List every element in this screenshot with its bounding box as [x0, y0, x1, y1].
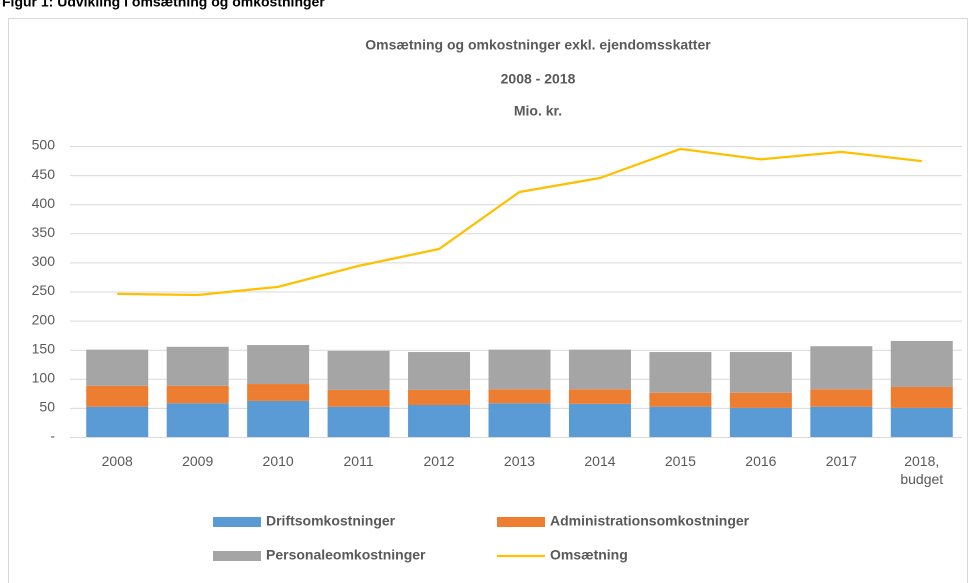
bar [649, 392, 712, 407]
legend-label: Omsætning [550, 547, 628, 563]
bar [890, 386, 953, 408]
legend-label: Driftsomkostninger [266, 513, 396, 529]
x-tick-label: 2014 [584, 453, 616, 469]
x-tick-label: 2013 [503, 453, 536, 469]
bar [86, 406, 149, 437]
bar [649, 352, 712, 393]
x-tick-label: 2018, budget [900, 453, 944, 487]
legend-label: Personaleomkostninger [266, 547, 426, 563]
bar [247, 345, 310, 385]
bar [568, 389, 631, 404]
x-tick-label: 2012 [423, 453, 455, 469]
x-tick-label: 2010 [262, 453, 294, 469]
y-tick-label: 300 [32, 253, 56, 269]
bar [408, 404, 471, 437]
bar [86, 385, 149, 407]
line-series [117, 147, 922, 297]
x-tick-label: 2016 [745, 453, 777, 469]
bar [408, 389, 471, 405]
bar [327, 406, 390, 437]
x-tick-label: 2015 [664, 453, 696, 469]
legend-label: Administrationsomkostninger [550, 513, 750, 529]
chart-subtitle: 2008 - 2018 [501, 71, 576, 87]
bar [729, 392, 792, 408]
bar [247, 400, 310, 437]
bar [166, 403, 229, 437]
legend-swatch [497, 517, 545, 527]
y-tick-label: 50 [39, 399, 55, 415]
unit-label: Mio. kr. [514, 103, 562, 119]
y-tick-label: 500 [32, 137, 56, 153]
y-tick-label: 450 [32, 166, 56, 182]
bar [729, 407, 792, 437]
x-tick-label: 2011 [343, 453, 374, 469]
bar [568, 403, 631, 437]
bar [327, 350, 390, 390]
bar [488, 349, 551, 390]
bar [247, 384, 310, 401]
y-tick-label: - [50, 428, 55, 444]
bar [488, 403, 551, 437]
heading: Figur 1: Udvikling i omsætning og omkost… [2, 0, 325, 10]
y-tick-label: 100 [32, 370, 56, 386]
bar [166, 346, 229, 386]
x-tick-label: 2008 [101, 453, 133, 469]
bar [568, 349, 631, 390]
bar [327, 389, 390, 407]
chart-title: Omsætning og omkostninger exkl. ejendoms… [365, 37, 711, 53]
bar [488, 389, 551, 404]
y-tick-label: 400 [32, 195, 56, 211]
y-tick-label: 200 [32, 311, 56, 327]
x-tick-label: 2017 [825, 453, 857, 469]
y-tick-label: 350 [32, 224, 56, 240]
bar [890, 340, 953, 387]
bar [729, 352, 792, 393]
legend-swatch [213, 551, 261, 561]
y-tick-label: 250 [32, 282, 56, 298]
bar [810, 406, 873, 437]
legend-swatch [213, 517, 261, 527]
bar [166, 385, 229, 404]
y-tick-label: 150 [32, 340, 56, 356]
bar [408, 352, 471, 390]
bar [649, 406, 712, 437]
bar [810, 389, 873, 407]
x-tick-label: 2009 [182, 453, 214, 469]
chart-frame [8, 18, 968, 583]
bar [890, 407, 953, 437]
bar [810, 346, 873, 390]
bar [86, 349, 149, 386]
